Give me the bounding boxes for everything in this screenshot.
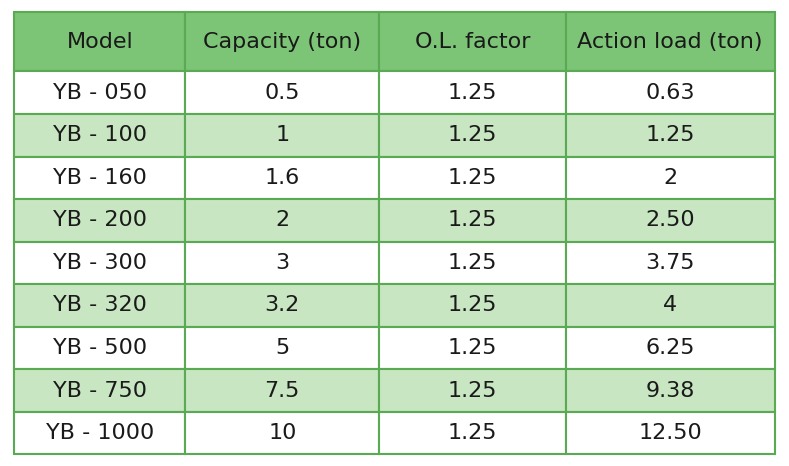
Bar bbox=[14, 284, 185, 327]
Text: 1.25: 1.25 bbox=[645, 125, 695, 145]
Text: 0.63: 0.63 bbox=[645, 82, 695, 103]
Bar bbox=[380, 12, 566, 71]
Text: 3: 3 bbox=[275, 253, 290, 273]
Bar bbox=[185, 157, 380, 199]
Bar bbox=[14, 199, 185, 241]
Text: 1.25: 1.25 bbox=[447, 295, 497, 315]
Text: YB - 500: YB - 500 bbox=[53, 338, 147, 358]
Bar bbox=[380, 199, 566, 241]
Text: 1.25: 1.25 bbox=[447, 423, 497, 443]
Bar bbox=[14, 241, 185, 284]
Bar bbox=[185, 114, 380, 157]
Text: 2: 2 bbox=[275, 210, 290, 230]
Bar bbox=[566, 284, 775, 327]
Text: Capacity (ton): Capacity (ton) bbox=[204, 32, 361, 52]
Bar bbox=[380, 241, 566, 284]
Text: 1.6: 1.6 bbox=[264, 168, 300, 188]
Text: 12.50: 12.50 bbox=[638, 423, 702, 443]
Text: YB - 100: YB - 100 bbox=[53, 125, 147, 145]
Bar bbox=[185, 241, 380, 284]
Text: 1.25: 1.25 bbox=[447, 168, 497, 188]
Bar bbox=[566, 241, 775, 284]
Bar bbox=[14, 369, 185, 412]
Text: 3.75: 3.75 bbox=[645, 253, 695, 273]
Bar bbox=[380, 114, 566, 157]
Text: 1.25: 1.25 bbox=[447, 82, 497, 103]
Text: 7.5: 7.5 bbox=[264, 381, 300, 401]
Bar bbox=[185, 327, 380, 369]
Bar bbox=[185, 71, 380, 114]
Text: YB - 750: YB - 750 bbox=[53, 381, 147, 401]
Text: YB - 200: YB - 200 bbox=[53, 210, 147, 230]
Text: 1.25: 1.25 bbox=[447, 210, 497, 230]
Bar bbox=[185, 199, 380, 241]
Bar bbox=[185, 412, 380, 454]
Text: 10: 10 bbox=[268, 423, 297, 443]
Bar bbox=[566, 327, 775, 369]
Bar bbox=[14, 157, 185, 199]
Bar bbox=[185, 369, 380, 412]
Bar bbox=[380, 412, 566, 454]
Text: 1.25: 1.25 bbox=[447, 253, 497, 273]
Text: YB - 320: YB - 320 bbox=[53, 295, 147, 315]
Bar bbox=[566, 157, 775, 199]
Bar bbox=[566, 369, 775, 412]
Text: YB - 050: YB - 050 bbox=[53, 82, 147, 103]
Text: 3.2: 3.2 bbox=[264, 295, 300, 315]
Bar bbox=[380, 157, 566, 199]
Bar bbox=[380, 284, 566, 327]
Text: Action load (ton): Action load (ton) bbox=[578, 32, 763, 52]
Text: 2: 2 bbox=[663, 168, 677, 188]
Bar bbox=[14, 114, 185, 157]
Text: 1: 1 bbox=[275, 125, 290, 145]
Bar bbox=[566, 71, 775, 114]
Text: 6.25: 6.25 bbox=[645, 338, 695, 358]
Bar bbox=[566, 12, 775, 71]
Text: O.L. factor: O.L. factor bbox=[415, 32, 530, 52]
Bar bbox=[566, 199, 775, 241]
Bar bbox=[380, 369, 566, 412]
Text: 4: 4 bbox=[663, 295, 677, 315]
Text: 1.25: 1.25 bbox=[447, 381, 497, 401]
Bar bbox=[566, 114, 775, 157]
Bar bbox=[14, 327, 185, 369]
Text: YB - 1000: YB - 1000 bbox=[46, 423, 154, 443]
Text: YB - 300: YB - 300 bbox=[53, 253, 147, 273]
Text: 9.38: 9.38 bbox=[645, 381, 695, 401]
Bar bbox=[14, 12, 185, 71]
Bar bbox=[14, 71, 185, 114]
Bar bbox=[380, 327, 566, 369]
Bar bbox=[14, 412, 185, 454]
Text: Model: Model bbox=[66, 32, 133, 52]
Bar bbox=[185, 284, 380, 327]
Text: 0.5: 0.5 bbox=[264, 82, 300, 103]
Bar bbox=[185, 12, 380, 71]
Text: 1.25: 1.25 bbox=[447, 338, 497, 358]
Text: 5: 5 bbox=[275, 338, 290, 358]
Text: 2.50: 2.50 bbox=[645, 210, 695, 230]
Bar bbox=[380, 71, 566, 114]
Text: 1.25: 1.25 bbox=[447, 125, 497, 145]
Text: YB - 160: YB - 160 bbox=[53, 168, 147, 188]
Bar bbox=[566, 412, 775, 454]
